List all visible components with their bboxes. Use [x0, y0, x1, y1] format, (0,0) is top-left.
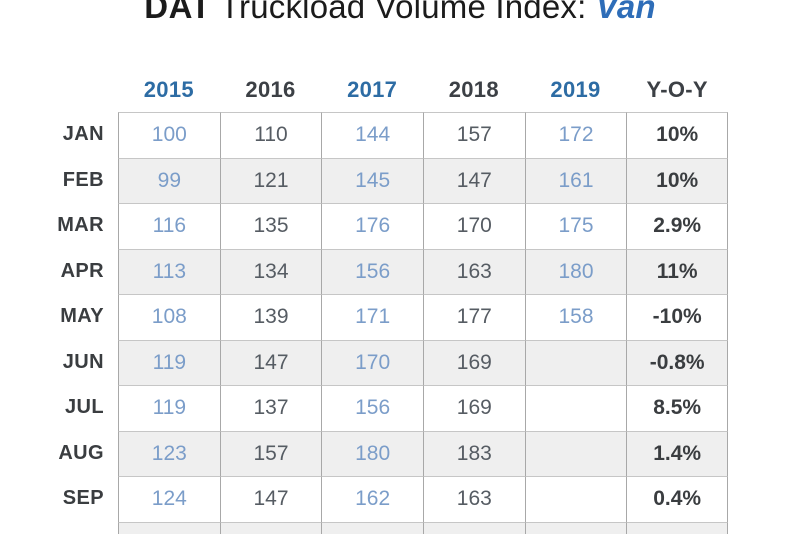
yoy-cell: 11% [626, 248, 728, 294]
value-cell: 157 [422, 112, 525, 158]
value-cell: 139 [219, 294, 322, 340]
table-row: AUG 123 157 180 183 1.4% [0, 430, 728, 476]
column-header-yoy: Y-O-Y [646, 77, 708, 102]
value-cell: 119 [118, 339, 220, 385]
yoy-cell: 2.9% [626, 203, 728, 249]
value-cell: 180 [321, 430, 423, 476]
value-cell: 123 [118, 430, 220, 476]
value-cell: 163 [422, 476, 525, 522]
value-cell: 172 [524, 112, 627, 158]
value-cell: 147 [422, 157, 525, 203]
value-cell: 157 [219, 430, 322, 476]
value-cell: 99 [118, 157, 220, 203]
table-row: MAY 108 139 171 177 158 -10% [0, 294, 728, 340]
month-label: FEB [62, 168, 104, 191]
month-label: APR [60, 259, 104, 282]
value-cell: 137 [219, 385, 322, 431]
table-header-row: 2015 2016 2017 2018 2019 Y-O-Y [0, 68, 728, 112]
value-cell: 113 [118, 248, 220, 294]
value-cell: 156 [321, 385, 423, 431]
yoy-cell: -0.8% [626, 339, 728, 385]
month-label: JUL [65, 396, 104, 419]
value-cell: 134 [219, 248, 322, 294]
month-label: AUG [58, 441, 104, 464]
month-label: SEP [62, 487, 104, 510]
table-body: JAN 100 110 144 157 172 10% FEB 99 121 1… [0, 112, 728, 522]
table-row: MAR 116 135 176 170 175 2.9% [0, 203, 728, 249]
month-label: MAR [57, 214, 104, 237]
value-cell: 108 [118, 294, 220, 340]
value-cell [524, 430, 627, 476]
value-cell: 162 [321, 476, 423, 522]
value-cell: 171 [321, 294, 423, 340]
yoy-cell: 10% [626, 157, 728, 203]
value-cell [219, 521, 322, 534]
value-cell: 180 [524, 248, 627, 294]
yoy-cell: -10% [626, 294, 728, 340]
value-cell: 183 [422, 430, 525, 476]
column-header-2019: 2019 [550, 77, 601, 102]
value-cell [422, 521, 525, 534]
page-title: DAT Truckload Volume Index: Van [0, 0, 800, 26]
value-cell: 161 [524, 157, 627, 203]
table-row: SEP 124 147 162 163 0.4% [0, 476, 728, 522]
value-cell: 124 [118, 476, 220, 522]
volume-table: 2015 2016 2017 2018 2019 Y-O-Y JAN 100 1… [0, 68, 728, 534]
column-header-2016: 2016 [245, 77, 296, 102]
value-cell: 121 [219, 157, 322, 203]
title-highlight: Van [595, 0, 656, 25]
value-cell: 100 [118, 112, 220, 158]
yoy-cell [626, 521, 728, 534]
month-label: JUN [62, 350, 104, 373]
value-cell [118, 521, 220, 534]
value-cell: 177 [422, 294, 525, 340]
month-label: MAY [60, 305, 104, 328]
value-cell: 144 [321, 112, 423, 158]
title-brand: DAT [144, 0, 212, 25]
header-spacer [0, 68, 118, 112]
value-cell: 156 [321, 248, 423, 294]
value-cell: 158 [524, 294, 627, 340]
column-header-2017: 2017 [347, 77, 398, 102]
value-cell: 147 [219, 339, 322, 385]
value-cell: 175 [524, 203, 627, 249]
table-row: FEB 99 121 145 147 161 10% [0, 157, 728, 203]
value-cell [524, 385, 627, 431]
yoy-cell: 0.4% [626, 476, 728, 522]
yoy-cell: 10% [626, 112, 728, 158]
title-text: Truckload Volume Index: [211, 0, 596, 25]
column-header-2018: 2018 [448, 77, 499, 102]
column-header-2015: 2015 [143, 77, 194, 102]
value-cell: 169 [422, 385, 525, 431]
value-cell: 110 [219, 112, 322, 158]
value-cell: 116 [118, 203, 220, 249]
yoy-cell: 1.4% [626, 430, 728, 476]
yoy-cell: 8.5% [626, 385, 728, 431]
month-label: JAN [62, 123, 104, 146]
value-cell: 119 [118, 385, 220, 431]
table-row: APR 113 134 156 163 180 11% [0, 248, 728, 294]
value-cell: 147 [219, 476, 322, 522]
value-cell [321, 521, 423, 534]
value-cell: 135 [219, 203, 322, 249]
table-row-partial [0, 521, 728, 534]
value-cell: 170 [321, 339, 423, 385]
table-row: JUL 119 137 156 169 8.5% [0, 385, 728, 431]
value-cell [524, 521, 627, 534]
value-cell: 176 [321, 203, 423, 249]
value-cell: 170 [422, 203, 525, 249]
value-cell: 145 [321, 157, 423, 203]
value-cell [524, 476, 627, 522]
table-row: JAN 100 110 144 157 172 10% [0, 112, 728, 158]
value-cell: 169 [422, 339, 525, 385]
table-row: JUN 119 147 170 169 -0.8% [0, 339, 728, 385]
value-cell: 163 [422, 248, 525, 294]
value-cell [524, 339, 627, 385]
